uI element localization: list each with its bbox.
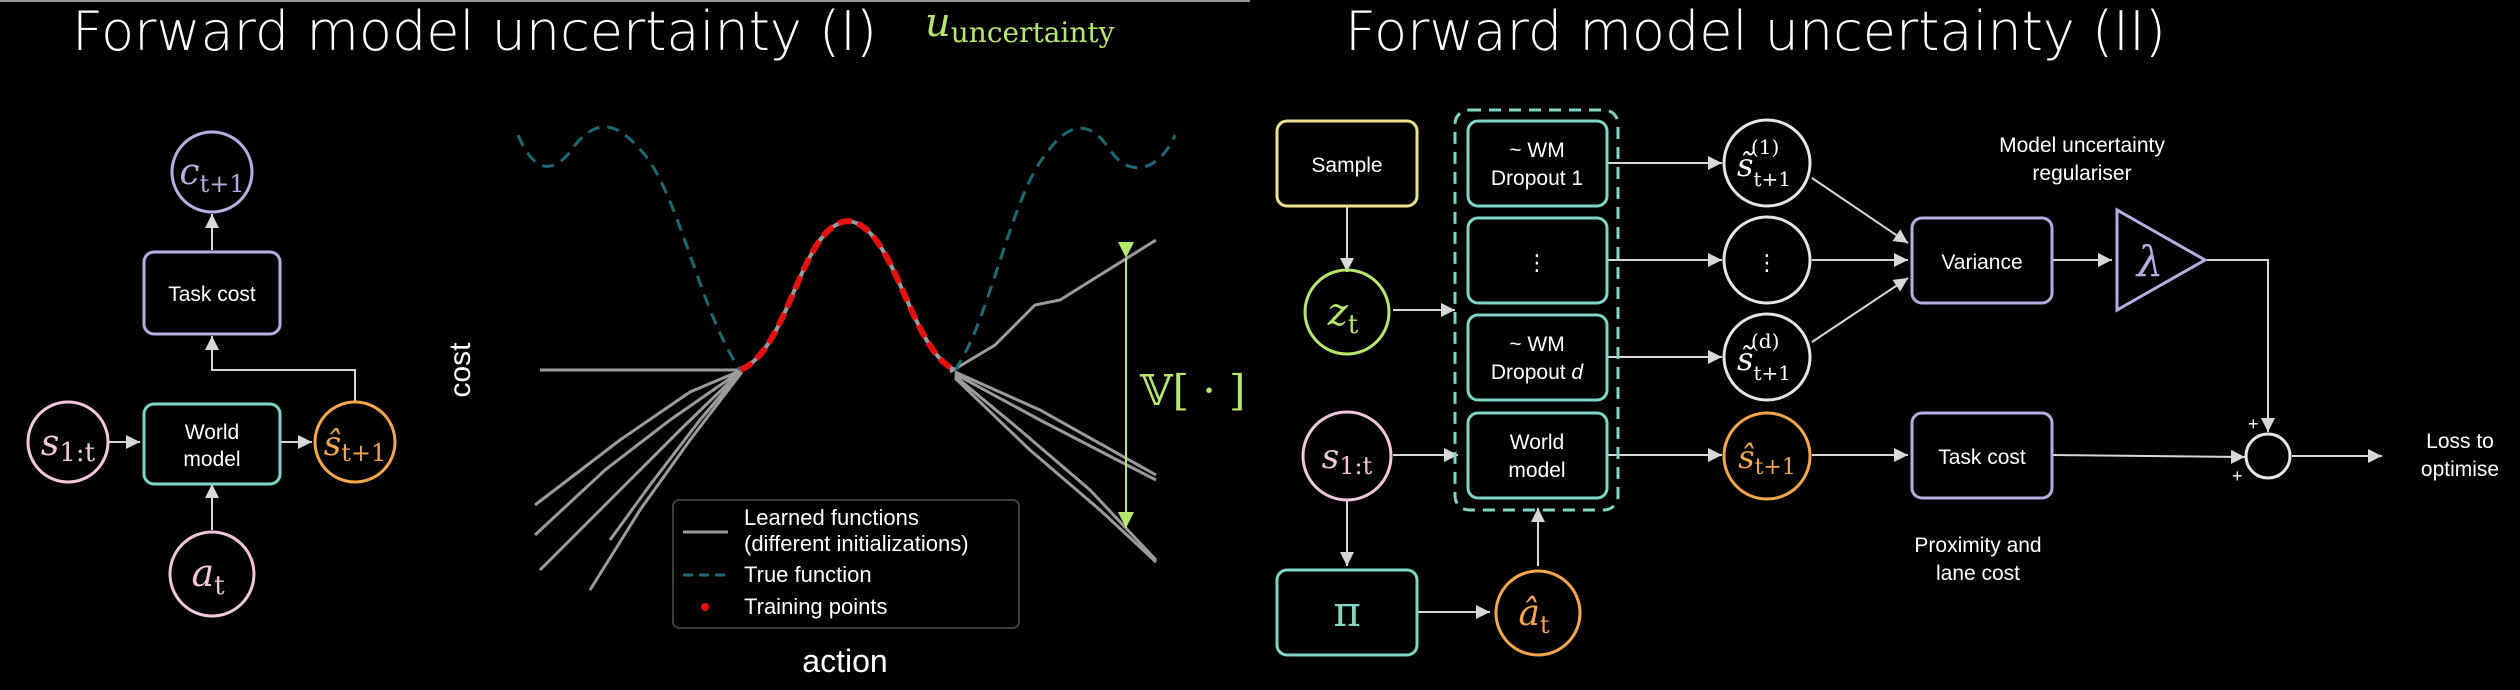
predicted-state-label: ŝt+1 [1738,438,1796,480]
training-points [738,217,957,373]
plus-sign-top: + [2248,414,2259,434]
sample-box [1275,119,1419,208]
y-axis-label: cost [444,342,477,398]
wm-dropout-d-box [1466,313,1609,402]
world-model-box [1466,411,1609,500]
edge-shat-to-taskcost [205,336,356,402]
panel1-title: Forward model uncertainty (I) [72,0,878,63]
pred-state-1-label: s̃t+1(1) [1737,135,1791,191]
proximity-annotation-1: Proximity and [1914,534,2041,557]
state-node [26,400,110,484]
legend-training-swatch [701,603,709,611]
true-function [516,125,742,371]
proximity-annotation-2: lane cost [1936,562,2020,585]
variance-label: Variance [1941,251,2022,274]
pred-state-1-node [1722,118,1812,208]
sample-label: Sample [1311,154,1382,177]
latent-z-node [1303,268,1391,356]
pred-state-d-node [1722,312,1812,402]
learned-functions [533,238,1158,591]
plus-sign-left: + [2232,466,2243,486]
edge-sd-to-var [1811,277,1909,343]
panel2-diagram: Sample zt s1:t π ât ~ WM Dropout 1 ⋮ ~ W… [1275,108,2499,657]
true-function [953,126,1177,371]
learned-line [953,376,1158,564]
predicted-state-node [1722,411,1812,501]
wm-dropout-1-label-2: Dropout 1 [1491,167,1583,190]
sum-node [2244,432,2292,480]
variance-box [1910,216,2054,305]
learned-line [949,238,1157,374]
learned-line [538,368,744,572]
wm-dropout-1-box [1466,119,1609,208]
wm-dots-box [1466,216,1609,305]
pred-state-d-label: s̃t+1(d) [1737,329,1791,385]
panel2-title: Forward model uncertainty (II) [1345,0,2166,63]
action-node-label: at [191,551,225,601]
learned-line [534,368,743,507]
edge-s1-to-var [1811,177,1909,244]
legend-training-label: Training points [744,594,887,619]
predicted-state-label: ŝt+1 [324,424,386,467]
legend-learned-line1: Learned functions [744,505,919,530]
plot-legend: Learned functions (different initializat… [672,499,1020,629]
policy-label: π [1333,587,1361,636]
wm-dots-label: ⋮ [1526,250,1548,275]
pred-state-dots-node [1722,215,1812,305]
predicted-state-node [313,400,397,484]
learned-line [588,371,744,591]
wm-dropout-d-label-1: ~ WM [1509,333,1564,356]
u-uncertainty-label: uuncertainty [925,0,1115,49]
edge-lambda-to-sum [2205,259,2275,432]
ensemble-container [1453,108,1620,512]
learned-line [954,372,1157,482]
learned-bump [739,218,956,372]
lambda-label: λ [2135,237,2164,286]
task-cost-box [142,250,282,336]
state-node-label: s1:t [41,423,96,468]
state-node [1301,410,1393,502]
policy-box [1275,568,1419,657]
edge-taskcost-to-sum [2051,449,2246,464]
legend-true-label: True function [744,562,872,587]
learned-line [533,368,743,537]
legend-box [672,499,1020,629]
loss-label-2: optimise [2421,458,2499,481]
cost-node-label: ct+1 [179,152,244,198]
learned-line [954,370,1157,477]
regulariser-annotation-2: regulariser [2032,162,2131,185]
regulariser-annotation-1: Model uncertainty [1999,134,2165,157]
latent-z-label: zt [1327,290,1359,340]
task-cost-label: Task cost [1938,446,2026,469]
pred-state-dots-label: ⋮ [1756,250,1778,275]
cost-node [170,130,254,214]
wm-dropout-d-label-2: Dropout d [1491,361,1585,384]
action-node [1494,569,1582,657]
world-model-label-1: World [1510,431,1564,454]
action-node [168,530,256,618]
legend-learned-line2: (different initializations) [744,531,969,556]
world-model-label-1: World [185,421,239,444]
world-model-label-2: model [1508,459,1565,482]
panel1-diagram: ct+1 Task cost s1:t World model ŝt+1 at [26,130,397,618]
x-axis-label: action [802,643,887,679]
task-cost-box [1910,411,2054,500]
uncertainty-plot: uuncertainty cost action 𝕍[ · ] [444,0,1245,679]
task-cost-label: Task cost [168,283,256,306]
loss-label-1: Loss to [2426,430,2494,453]
learned-line [608,369,744,541]
state-node-label: s1:t [1322,437,1373,480]
action-node-label: ât [1518,593,1549,639]
world-model-label-2: model [183,448,240,471]
lambda-gain-triangle [2115,207,2209,313]
world-model-box [142,402,282,486]
variance-label: 𝕍[ · ] [1139,366,1245,415]
wm-dropout-1-label-1: ~ WM [1509,139,1564,162]
